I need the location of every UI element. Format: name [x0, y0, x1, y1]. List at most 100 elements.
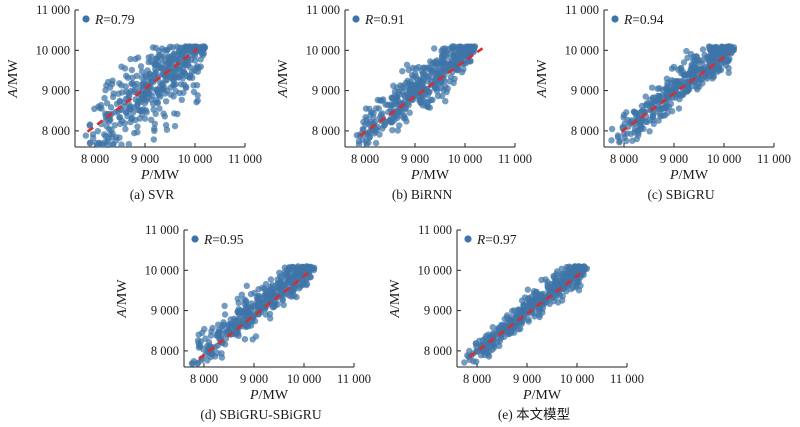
scatter-point	[150, 60, 158, 67]
scatter-point	[569, 284, 577, 291]
scatter-point	[153, 99, 160, 106]
y-tick-label: 8 000	[42, 124, 70, 138]
scatter-point	[578, 270, 585, 278]
scatter-point	[524, 286, 531, 293]
scatter-point	[677, 69, 685, 77]
scatter-point	[251, 317, 259, 325]
scatter-point	[359, 136, 366, 144]
scatter-point	[262, 280, 270, 288]
x-axis-var: P	[410, 168, 420, 183]
legend-value: =0.94	[632, 12, 663, 27]
legend-marker	[82, 15, 90, 23]
scatter-panel-3: 8 000 9 000 10 000 11 000 8 000 9 000 10 000 11…	[115, 223, 371, 422]
scatter-point	[134, 102, 141, 109]
scatter-point	[86, 122, 93, 129]
panel-caption: (d) SBiGRU-SBiGRU	[200, 407, 321, 422]
scatter-point	[632, 110, 639, 117]
y-axis-unit: /MW	[115, 279, 130, 309]
scatter-point	[191, 57, 199, 64]
scatter-point	[650, 117, 657, 124]
legend-var: R	[94, 12, 104, 27]
scatter-point	[509, 318, 516, 325]
scatter-point	[706, 46, 713, 53]
scatter-point	[390, 82, 397, 90]
scatter-point	[614, 134, 622, 141]
scatter-point	[546, 300, 553, 307]
scatter-point	[658, 105, 665, 113]
scatter-point	[408, 72, 416, 79]
x-tick-label: 10 000	[448, 152, 482, 166]
y-tick-label: 10 000	[565, 43, 599, 57]
y-tick-label: 8 000	[151, 344, 179, 358]
scatter-point	[116, 98, 123, 106]
scatter-point	[131, 129, 138, 137]
scatter-point	[151, 120, 158, 128]
scatter-point	[448, 44, 455, 51]
scatter-point	[608, 137, 615, 144]
scatter-point	[110, 141, 117, 148]
scatter-point	[635, 129, 642, 136]
legend-var: R	[203, 232, 213, 247]
scatter-point	[243, 282, 250, 289]
scatter-point	[249, 336, 256, 343]
scatter-point	[353, 132, 360, 139]
scatter-point	[159, 70, 166, 78]
panel-caption: (b) BiRNN	[392, 187, 453, 202]
x-axis-label: P/MW	[669, 168, 709, 183]
scatter-point	[238, 291, 245, 298]
scatter-point	[489, 324, 496, 331]
scatter-point	[171, 110, 178, 117]
scatter-point	[664, 79, 671, 87]
scatter-point	[122, 125, 129, 133]
scatter-point	[127, 87, 135, 95]
scatter-point	[160, 53, 167, 60]
scatter-point	[288, 293, 295, 300]
legend-value: =0.95	[212, 232, 243, 247]
x-tick-label: 9 000	[131, 152, 159, 166]
scatter-point	[219, 330, 226, 338]
scatter-point	[648, 84, 656, 91]
scatter-point	[149, 44, 157, 51]
scatter-point	[453, 52, 460, 59]
scatter-point	[269, 304, 276, 311]
scatter-point	[473, 347, 481, 354]
x-tick-label: 11 000	[498, 152, 532, 166]
scatter-point	[255, 286, 262, 293]
scatter-point	[128, 80, 135, 88]
scatter-point	[172, 88, 179, 95]
scatter-point	[184, 44, 191, 51]
scatter-point	[160, 110, 167, 117]
scatter-point	[642, 93, 649, 100]
y-axis-label: A/MW	[388, 279, 403, 319]
y-axis-label: A/MW	[535, 59, 550, 99]
scatter-point	[170, 55, 178, 63]
scatter-point	[442, 98, 449, 105]
scatter-point	[118, 63, 125, 70]
legend-marker	[464, 235, 472, 243]
scatter-point	[184, 61, 192, 69]
scatter-point	[128, 115, 135, 122]
scatter-point	[655, 97, 662, 104]
y-tick-label: 8 000	[312, 124, 340, 138]
x-axis-label: P/MW	[522, 388, 562, 403]
y-tick-label: 9 000	[151, 304, 179, 318]
y-tick-label: 10 000	[306, 43, 340, 57]
scatter-point	[116, 114, 124, 121]
scatter-point	[201, 45, 208, 52]
scatter-points	[82, 43, 209, 148]
scatter-point	[178, 96, 185, 104]
scatter-point	[189, 44, 196, 51]
legend-label: R=0.95	[203, 232, 244, 247]
legend-marker	[191, 235, 199, 243]
x-tick-label: 9 000	[240, 372, 268, 386]
x-axis-unit: /MW	[259, 388, 289, 403]
y-axis-var: A	[6, 89, 21, 99]
scatter-point	[568, 267, 576, 274]
scatter-point	[406, 109, 413, 116]
scatter-point	[409, 90, 417, 98]
x-tick-label: 11 000	[228, 152, 262, 166]
scatter-point	[141, 115, 149, 122]
scatter-point	[109, 80, 116, 88]
scatter-point	[583, 265, 591, 272]
legend-var: R	[364, 12, 374, 27]
